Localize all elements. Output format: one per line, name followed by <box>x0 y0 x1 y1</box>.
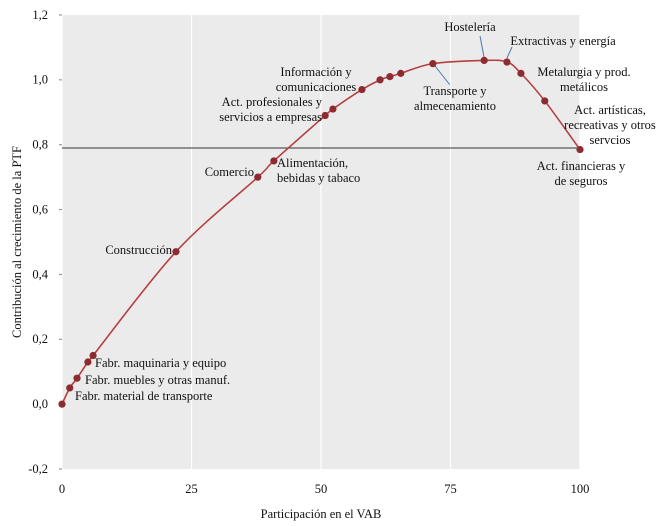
y-tick-label: 0,4 <box>32 267 48 281</box>
y-tick-label: 0,2 <box>32 332 48 346</box>
point <box>429 60 437 68</box>
point <box>254 173 262 181</box>
point-label: Alimentación, <box>277 156 348 170</box>
point-label: comunicaciones <box>276 80 357 94</box>
point <box>270 157 278 165</box>
leader-line <box>506 46 513 59</box>
point-label: servicios a empresas <box>219 110 322 124</box>
x-tick-label: 75 <box>444 482 457 496</box>
point-label: metálicos <box>560 80 608 94</box>
x-tick-label: 25 <box>185 482 198 496</box>
point <box>73 374 81 382</box>
point-label: Comercio <box>205 165 254 179</box>
leader-line <box>479 35 485 58</box>
leader-line <box>434 65 451 86</box>
point <box>66 384 74 392</box>
point <box>321 111 329 120</box>
point <box>480 56 488 64</box>
point <box>376 76 384 84</box>
point-label: Fabr. maquinaria y equipo <box>95 356 226 370</box>
point-label: Transporte y <box>423 84 487 98</box>
y-tick-label: 0,6 <box>32 202 48 216</box>
point-label: Construcción <box>105 243 172 257</box>
point <box>576 145 584 154</box>
x-tick-label: 100 <box>571 482 590 496</box>
point <box>329 105 337 113</box>
point-label: Act. profesionales y <box>222 95 323 109</box>
point <box>503 58 511 66</box>
point-label: bebidas y tabaco <box>277 171 360 185</box>
point-label: Información y <box>280 65 352 79</box>
point-label: Fabr. muebles y otras manuf. <box>85 373 230 387</box>
point <box>58 400 66 408</box>
y-tick-label: 1,2 <box>32 8 48 22</box>
y-tick-label: 0,0 <box>32 397 48 411</box>
point <box>541 97 549 105</box>
point-label: Act. artísticas, <box>574 103 646 117</box>
y-axis-title: Contribución al crecimiento de la PTF <box>10 146 24 338</box>
y-tick-label: -0,2 <box>28 462 48 476</box>
y-tick-label: 0,8 <box>32 138 48 152</box>
point-label: Extractivas y energía <box>510 34 616 48</box>
x-tick-label: 0 <box>59 482 65 496</box>
y-tick-label: 1,0 <box>32 73 48 87</box>
point <box>358 85 366 94</box>
point-label: de seguros <box>554 174 607 188</box>
point-label: Fabr. material de transporte <box>75 389 213 403</box>
x-tick-label: 50 <box>315 482 328 496</box>
x-axis-title: Participación en el VAB <box>261 507 382 521</box>
point <box>89 351 97 360</box>
point-label: almecenamiento <box>414 99 496 113</box>
point <box>172 248 180 256</box>
point-label: Metalurgia y prod. <box>537 65 630 79</box>
point <box>386 73 394 81</box>
point-label: servcios <box>590 133 631 147</box>
point <box>84 358 92 366</box>
point-label: Act. financieras y <box>537 159 626 173</box>
point <box>397 69 405 77</box>
point-label: Hostelería <box>444 20 496 34</box>
point-label: recreativas y otros <box>564 118 656 132</box>
point <box>517 69 525 77</box>
